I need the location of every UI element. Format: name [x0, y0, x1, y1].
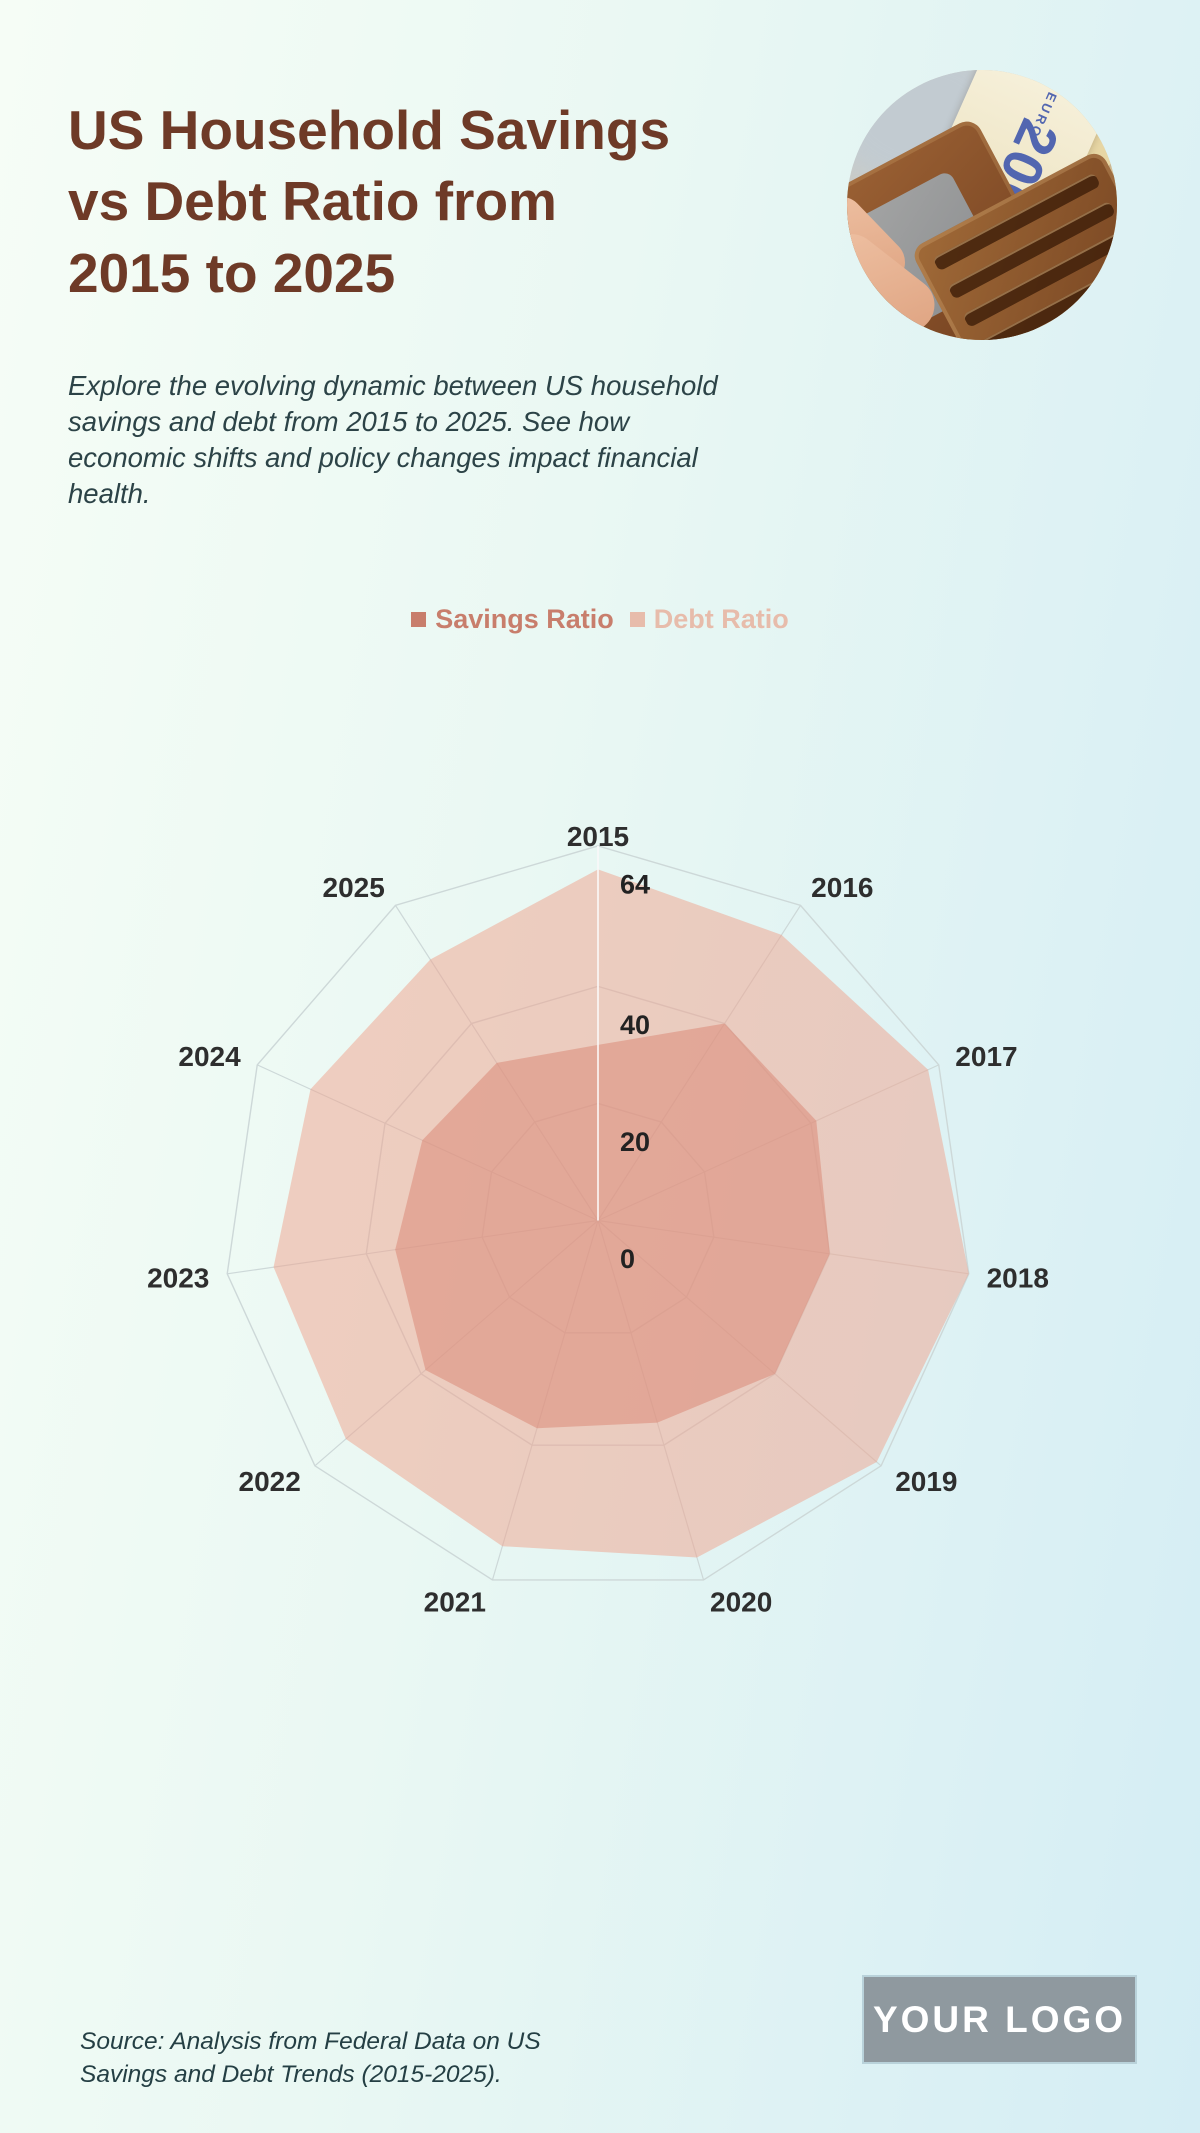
title-line-3: 2015 to 2025 — [68, 241, 396, 304]
year-label-2023: 2023 — [147, 1262, 209, 1293]
year-label-2019: 2019 — [895, 1466, 957, 1497]
title-line-2: vs Debt Ratio from — [68, 170, 557, 233]
year-label-2015: 2015 — [567, 821, 629, 852]
year-label-2024: 2024 — [178, 1041, 241, 1072]
logo-text: YOUR LOGO — [872, 1998, 1127, 2040]
title-line-1: US Household Savings — [68, 98, 671, 161]
wallet-photo: EURO 200 — [847, 70, 1117, 340]
legend-label-debt: Debt Ratio — [653, 604, 789, 634]
source-note: Source: Analysis from Federal Data on US… — [80, 2027, 541, 2089]
year-label-2016: 2016 — [811, 872, 873, 903]
radial-tick-40: 40 — [620, 1010, 650, 1040]
radar-chart-svg: 0 20 40 64 2015 2016 2017 2018 2019 2020 2021 2022 2… — [147, 821, 1049, 1618]
page-title: US Household Savings vs Debt Ratio from … — [68, 95, 788, 310]
page-description: Explore the evolving dynamic between US … — [68, 369, 718, 510]
chart-legend: Savings Ratio Debt Ratio — [0, 604, 1200, 635]
radial-tick-0: 0 — [620, 1244, 635, 1274]
legend-item-savings-ratio[interactable]: Savings Ratio — [411, 604, 614, 635]
year-label-2017: 2017 — [955, 1041, 1017, 1072]
radial-tick-64: 64 — [620, 869, 650, 899]
grid-ring-64 — [226, 845, 970, 1581]
year-label-2018: 2018 — [987, 1262, 1049, 1293]
year-label-2025: 2025 — [323, 872, 385, 903]
logo-placeholder: YOUR LOGO — [862, 1975, 1137, 2064]
year-label-2022: 2022 — [239, 1466, 301, 1497]
radial-tick-20: 20 — [620, 1127, 650, 1157]
legend-item-debt-ratio[interactable]: Debt Ratio — [629, 604, 789, 635]
legend-label-savings: Savings Ratio — [435, 604, 614, 634]
year-label-2021: 2021 — [424, 1587, 486, 1618]
year-label-2020: 2020 — [710, 1587, 772, 1618]
legend-swatch-debt — [629, 612, 645, 627]
series-savings-ratio[interactable] — [395, 1023, 830, 1429]
legend-swatch-savings — [411, 612, 427, 627]
radar-chart: 0 20 40 64 2015 2016 2017 2018 2019 2020 2021 2022 2… — [120, 790, 1080, 1670]
